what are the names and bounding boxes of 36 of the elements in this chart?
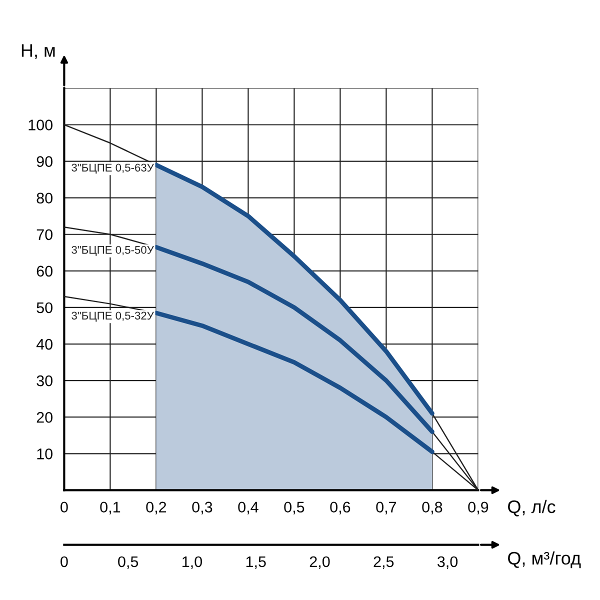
x2-tick-label: 0 (60, 556, 68, 568)
y-tick-label: 20 (36, 412, 52, 423)
x2-tick-label: 1,5 (246, 556, 266, 569)
x2-tick-label: 0,5 (118, 556, 138, 569)
x2-tick-label: 3,0 (438, 556, 458, 569)
x2-tick-label: 2,5 (374, 556, 394, 569)
y-tick-label: 50 (36, 302, 52, 314)
x-tick-label: 0,8 (422, 502, 442, 514)
series-label: 3"БЦПЕ 0,5-32У (72, 312, 154, 322)
y-tick-label: 100 (28, 120, 52, 130)
y-tick-label: 40 (36, 338, 52, 350)
x2-axis-title: Q, м³/год (508, 551, 581, 568)
x-tick-label: 0,3 (192, 502, 212, 514)
series-label: 3"БЦПЕ 0,5-63У (72, 164, 154, 174)
y-tick-label: 70 (36, 229, 52, 240)
x-tick-label: 0,2 (146, 502, 166, 514)
y-axis-title: H, м (22, 44, 55, 59)
x-tick-label: 0,7 (376, 502, 396, 514)
x-tick-label: 0,5 (284, 502, 304, 514)
line-series (154, 244, 434, 434)
series-label: 3"БЦПЕ 0,5-50У (72, 246, 154, 256)
y-tick-label: 30 (36, 375, 52, 386)
x-axis-title: Q, л/с (508, 500, 556, 516)
x-tick-label: 0 (60, 502, 68, 513)
y-tick-label: 10 (37, 448, 52, 460)
y-tick-label: 80 (36, 192, 52, 204)
line-series (154, 162, 434, 416)
y-tick-label: 60 (36, 266, 52, 277)
x2-tick-label: 1,0 (182, 556, 202, 569)
x2-tick-label: 2,0 (310, 556, 330, 569)
y-tick-label: 90 (36, 156, 52, 167)
line-series (154, 310, 434, 454)
x-tick-label: 0,6 (330, 502, 350, 514)
x-tick-label: 0,9 (468, 502, 488, 514)
x-tick-label: 0,1 (100, 502, 120, 514)
x-tick-label: 0,4 (238, 502, 258, 514)
